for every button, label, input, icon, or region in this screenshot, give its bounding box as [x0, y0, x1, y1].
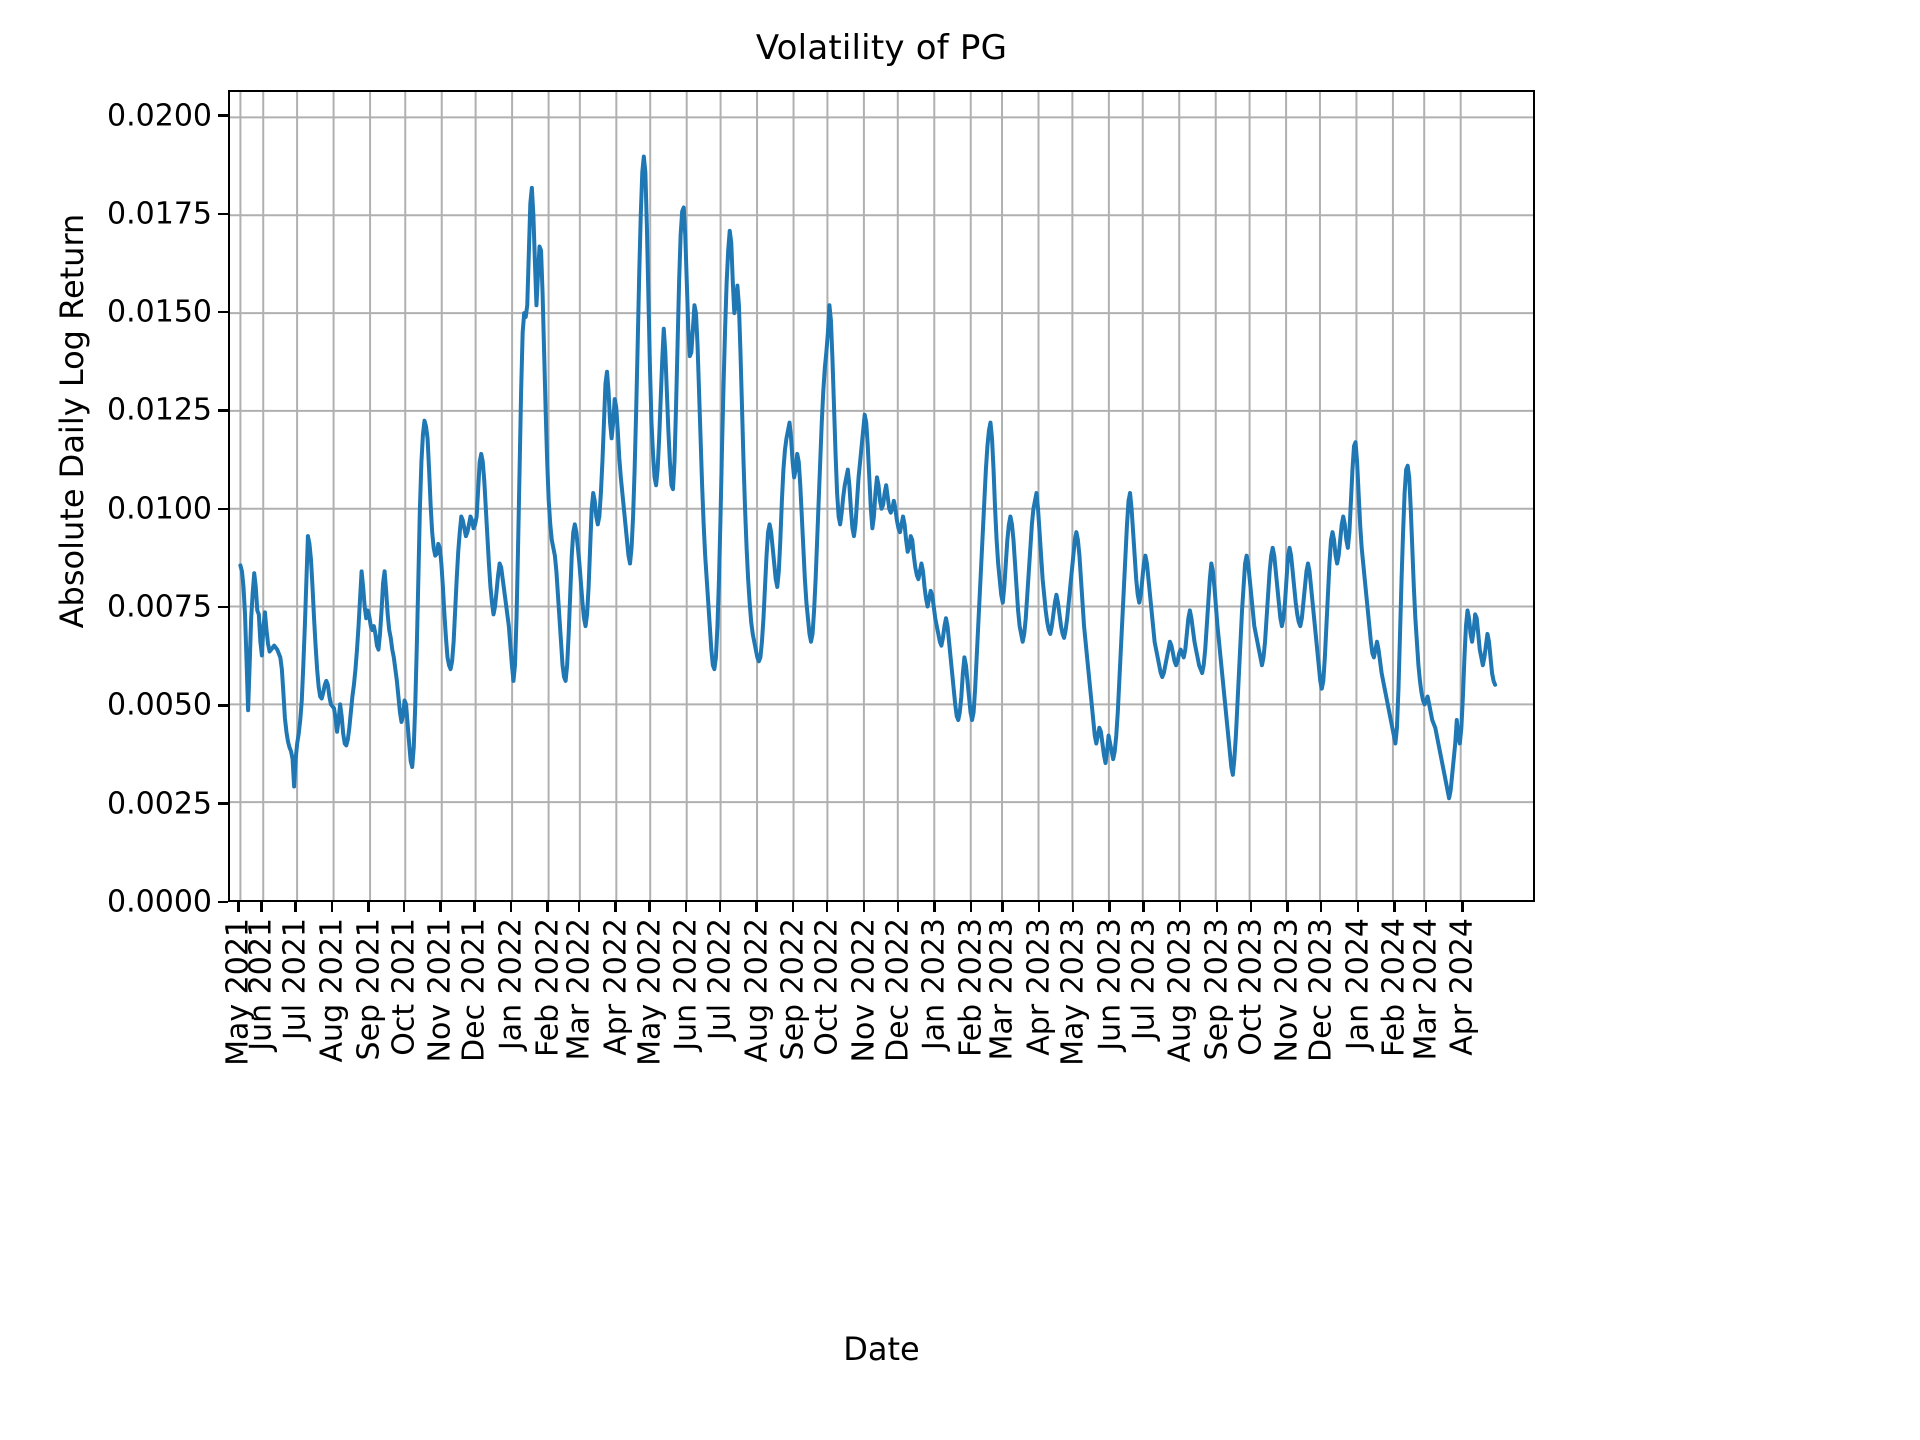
x-tick-label: Mar 2024 — [1408, 918, 1444, 1061]
x-tick-mark — [614, 902, 617, 912]
x-tick-mark — [1142, 902, 1145, 912]
x-tick-label: Jan 2022 — [493, 918, 529, 1051]
x-tick-mark — [294, 902, 297, 912]
x-tick-mark — [473, 902, 476, 912]
x-tick-label: Mar 2023 — [984, 918, 1020, 1061]
x-tick-mark — [684, 902, 688, 912]
x-tick-label: Jul 2022 — [702, 918, 738, 1041]
y-tick-mark — [218, 409, 228, 412]
x-tick-label: Dec 2021 — [456, 918, 492, 1062]
x-tick-mark — [509, 902, 513, 912]
x-tick-label: Jun 2021 — [243, 918, 279, 1051]
x-tick-label: Sep 2021 — [351, 918, 386, 1061]
x-tick-mark — [1108, 902, 1111, 912]
x-tick-mark — [1424, 902, 1428, 912]
x-tick-label: Jun 2023 — [1092, 918, 1128, 1051]
x-tick-label: Feb 2022 — [530, 918, 566, 1057]
x-tick-label: Dec 2022 — [880, 918, 916, 1062]
x-tick-mark — [933, 902, 936, 912]
y-tick-mark — [218, 310, 228, 314]
x-tick-mark — [1071, 902, 1075, 912]
x-tick-label: May 2023 — [1055, 918, 1091, 1066]
x-tick-mark — [577, 902, 581, 912]
grid-layer — [230, 92, 1533, 900]
x-tick-mark — [1001, 902, 1004, 912]
x-tick-label: Feb 2023 — [953, 918, 989, 1057]
y-tick-mark — [218, 704, 228, 707]
x-tick-mark — [969, 902, 973, 912]
x-tick-mark — [896, 902, 900, 912]
x-tick-mark — [718, 902, 722, 912]
x-tick-mark — [862, 902, 866, 912]
x-tick-mark — [755, 902, 758, 912]
x-tick-mark — [1393, 902, 1396, 912]
x-tick-mark — [1461, 902, 1464, 912]
y-tick-mark — [218, 900, 228, 904]
x-tick-mark — [330, 902, 334, 912]
y-tick-label: 0.0200 — [107, 98, 212, 134]
x-axis-label: Date — [843, 1330, 920, 1368]
y-tick-label: 0.0050 — [107, 687, 212, 723]
x-tick-mark — [1215, 902, 1218, 912]
x-tick-label: Aug 2022 — [739, 918, 775, 1063]
y-tick-mark — [218, 802, 228, 805]
x-tick-mark — [1249, 902, 1252, 912]
x-tick-mark — [648, 902, 651, 912]
x-tick-label: Apr 2024 — [1444, 918, 1480, 1056]
y-tick-label: 0.0000 — [107, 884, 212, 920]
x-tick-mark — [367, 902, 370, 912]
y-tick-label: 0.0025 — [107, 786, 212, 822]
x-tick-label: Jun 2022 — [668, 918, 704, 1051]
x-tick-label: Nov 2021 — [422, 918, 458, 1063]
x-tick-label: Aug 2021 — [314, 918, 350, 1063]
x-tick-mark — [546, 902, 549, 912]
y-tick-label: 0.0150 — [107, 294, 212, 330]
x-tick-label: Sep 2023 — [1199, 918, 1235, 1061]
y-tick-label: 0.0100 — [107, 491, 212, 527]
y-tick-mark — [218, 114, 228, 117]
y-tick-label: 0.0125 — [107, 392, 212, 428]
x-tick-mark — [1286, 902, 1289, 912]
x-tick-label: Jul 2023 — [1126, 918, 1162, 1041]
x-tick-mark — [402, 902, 405, 912]
x-tick-label: Nov 2023 — [1269, 918, 1305, 1063]
y-tick-mark — [218, 507, 228, 510]
y-tick-mark — [218, 212, 228, 216]
y-axis-label: Absolute Daily Log Return — [53, 213, 91, 629]
x-tick-label: Jul 2021 — [277, 918, 313, 1041]
x-tick-label: Sep 2022 — [775, 918, 811, 1061]
x-tick-mark — [260, 902, 263, 912]
x-tick-label: Apr 2023 — [1021, 918, 1057, 1056]
x-tick-mark — [1037, 902, 1041, 912]
x-tick-mark — [439, 902, 442, 912]
x-tick-mark — [1320, 902, 1323, 912]
plot-area — [228, 90, 1535, 902]
x-tick-label: Apr 2022 — [598, 918, 634, 1056]
volatility-line-series — [230, 92, 1533, 900]
x-tick-mark — [237, 902, 240, 912]
x-tick-mark — [826, 902, 829, 912]
x-tick-label: Dec 2023 — [1303, 918, 1339, 1062]
x-tick-label: Nov 2022 — [846, 918, 882, 1063]
y-tick-label: 0.0175 — [107, 196, 212, 232]
x-tick-label: Feb 2024 — [1376, 918, 1412, 1057]
x-tick-label: Jan 2023 — [916, 918, 952, 1051]
x-tick-mark — [792, 902, 795, 912]
x-tick-label: Aug 2023 — [1162, 918, 1198, 1063]
x-tick-label: Oct 2023 — [1233, 918, 1269, 1056]
x-tick-label: Jan 2024 — [1340, 918, 1376, 1051]
x-tick-mark — [1356, 902, 1360, 912]
x-tick-mark — [1178, 902, 1182, 912]
x-tick-label: May 2022 — [632, 918, 667, 1066]
chart-title: Volatility of PG — [755, 28, 1008, 68]
x-tick-label: Oct 2021 — [386, 918, 422, 1056]
y-tick-mark — [218, 605, 228, 609]
x-tick-label: Mar 2022 — [561, 918, 597, 1061]
x-tick-label: Oct 2022 — [809, 918, 845, 1056]
y-tick-label: 0.0075 — [107, 589, 212, 625]
